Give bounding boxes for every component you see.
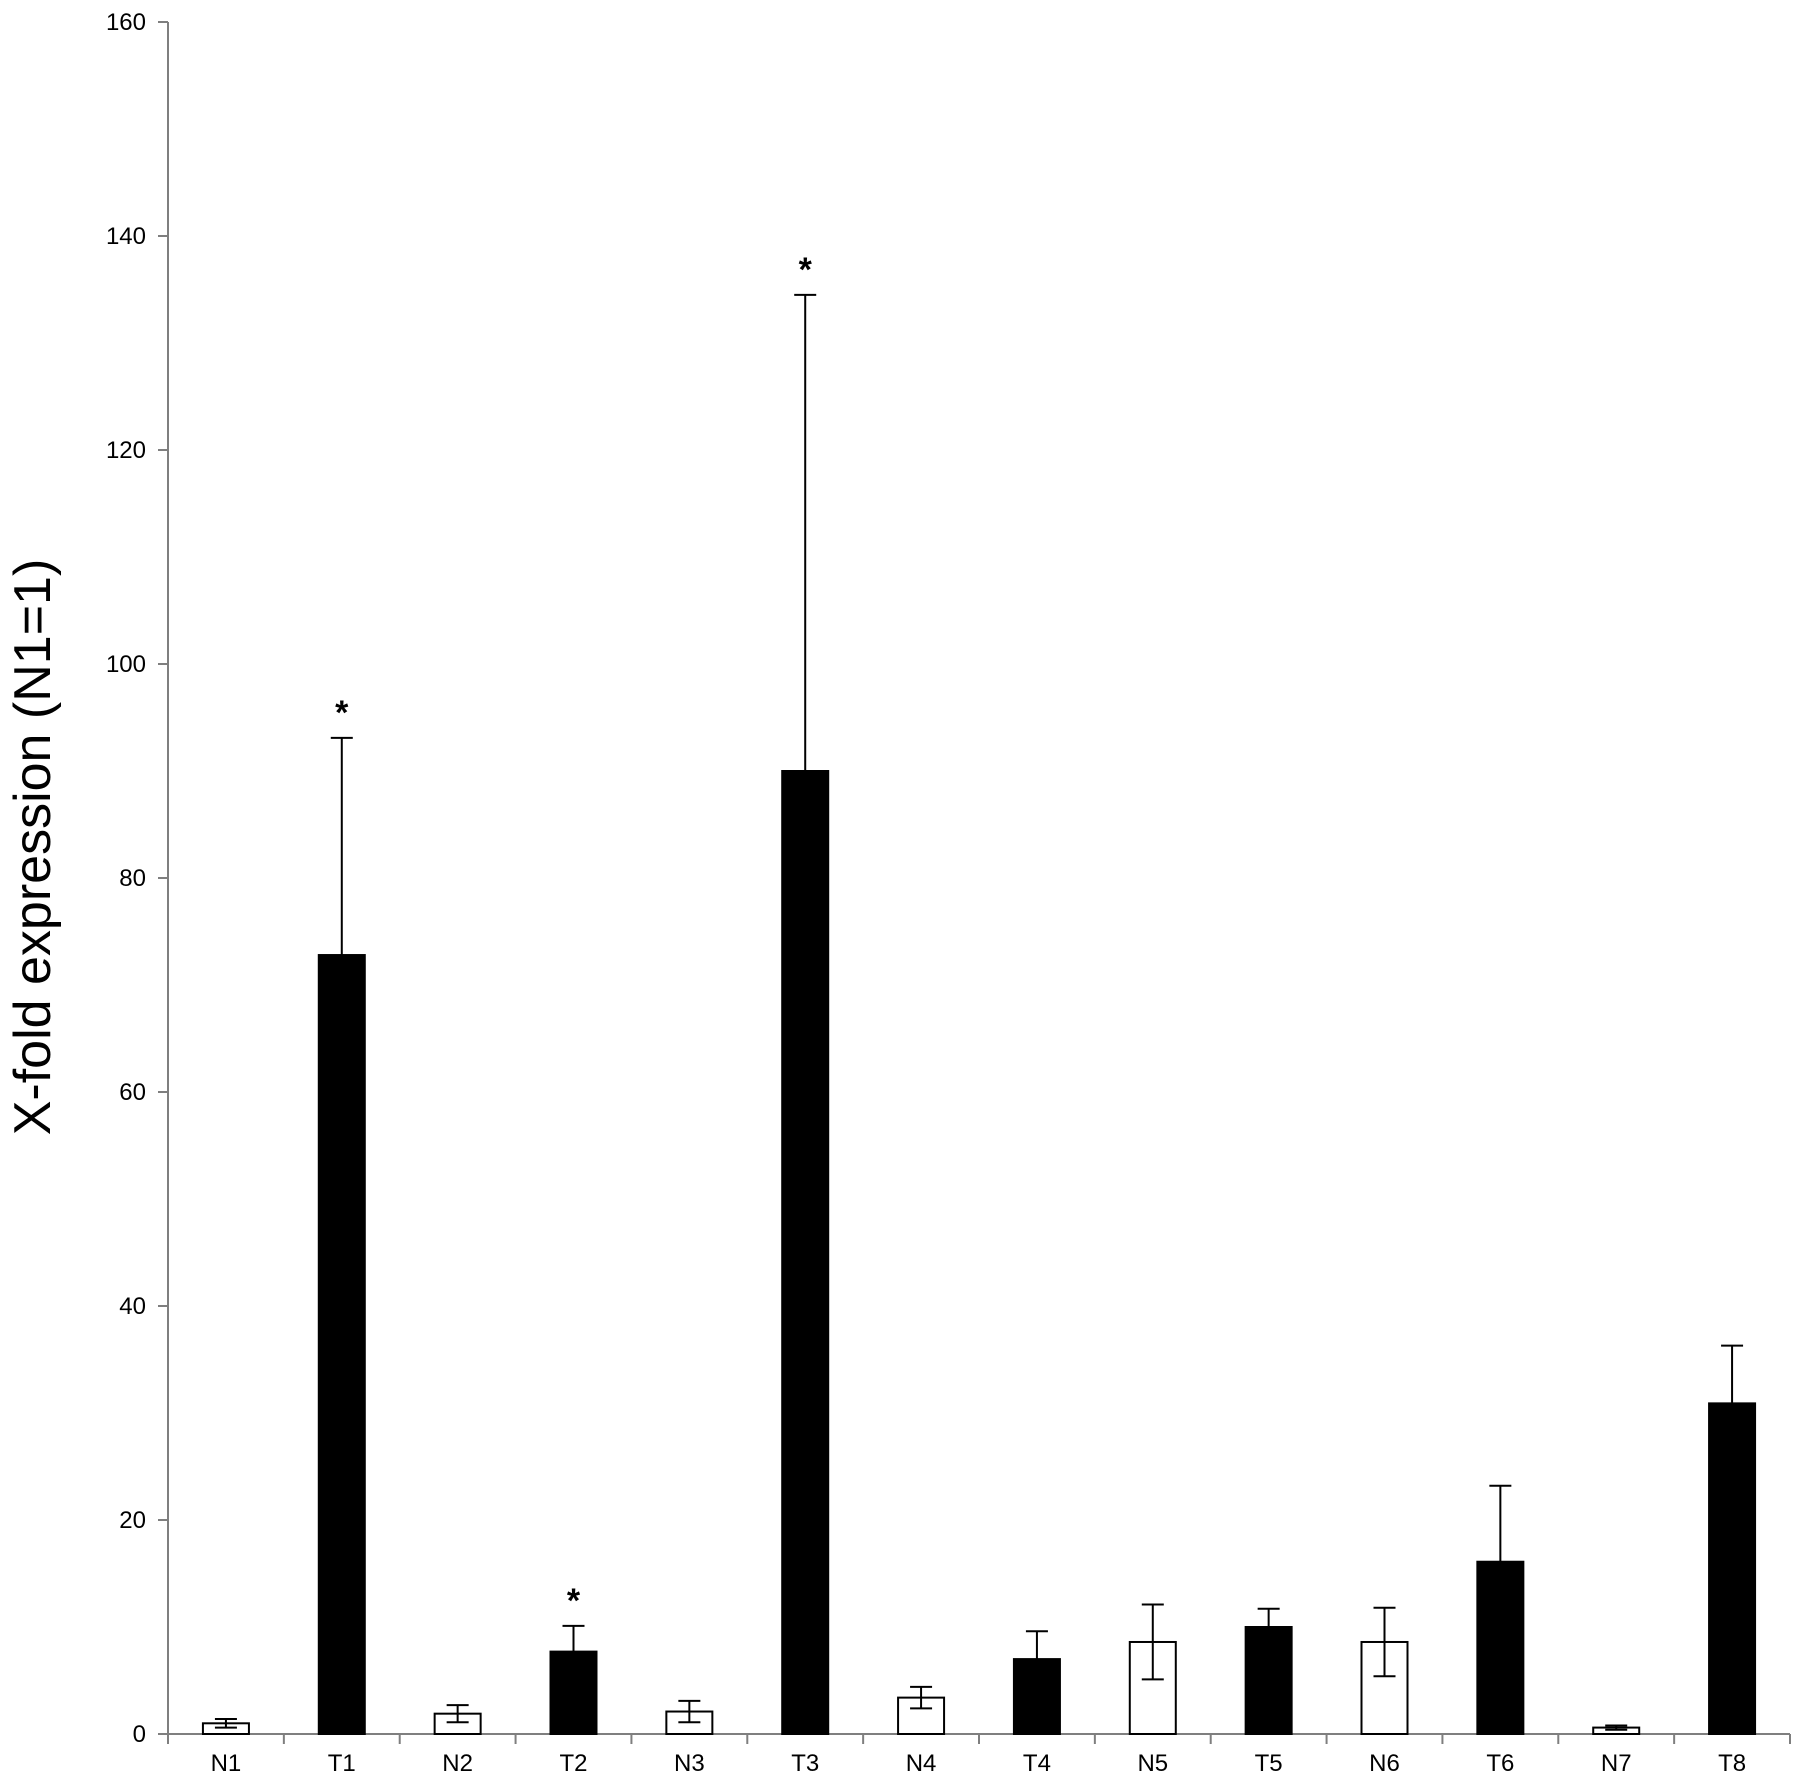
y-tick-label: 80 <box>119 865 146 892</box>
bar-t4 <box>1012 1658 1061 1735</box>
bar-t5 <box>1244 1626 1293 1735</box>
category-label-n1: N1 <box>211 1750 242 1777</box>
category-label-n7: N7 <box>1601 1750 1632 1777</box>
category-label-t4: T4 <box>1023 1750 1051 1777</box>
y-tick-label: 60 <box>119 1079 146 1106</box>
y-tick-label: 160 <box>106 9 146 36</box>
category-label-n2: N2 <box>442 1750 473 1777</box>
category-label-n5: N5 <box>1137 1750 1168 1777</box>
category-label-n4: N4 <box>906 1750 937 1777</box>
y-tick-label: 100 <box>106 651 146 678</box>
bar-t3 <box>781 770 830 1735</box>
bars <box>201 770 1757 1736</box>
x-axis <box>167 1733 1791 1744</box>
significance-marker-t3: * <box>799 251 813 289</box>
category-label-t2: T2 <box>559 1750 587 1777</box>
y-axis-title: X-fold expression (N1=1) <box>4 559 62 1136</box>
bar-t6 <box>1476 1560 1525 1735</box>
category-labels: N1 T1 N2 T2 N3 T3 N4 T4 N5 T5 N6 T6 N7 T8 <box>211 1750 1746 1777</box>
category-label-t5: T5 <box>1255 1750 1283 1777</box>
category-label-t6: T6 <box>1486 1750 1514 1777</box>
bar-t1 <box>317 954 366 1735</box>
y-tick-label: 40 <box>119 1293 146 1320</box>
y-tick-label: 140 <box>106 223 146 250</box>
significance-marker-t1: * <box>335 694 349 732</box>
category-label-t8: T8 <box>1718 1750 1746 1777</box>
y-axis: 0 20 40 60 80 100 120 140 160 <box>106 9 169 1748</box>
bar-t2 <box>549 1650 598 1735</box>
category-label-n3: N3 <box>674 1750 705 1777</box>
y-axis-title-group: X-fold expression (N1=1) <box>4 559 62 1136</box>
category-label-n6: N6 <box>1369 1750 1400 1777</box>
bar-t8 <box>1708 1402 1757 1735</box>
y-tick-label: 120 <box>106 437 146 464</box>
error-bars <box>214 293 1744 1731</box>
category-label-t3: T3 <box>791 1750 819 1777</box>
y-tick-label: 20 <box>119 1507 146 1534</box>
significance-markers: * * * <box>335 251 812 1620</box>
y-tick-label: 0 <box>133 1721 146 1748</box>
significance-marker-t2: * <box>567 1582 581 1620</box>
category-label-t1: T1 <box>328 1750 356 1777</box>
